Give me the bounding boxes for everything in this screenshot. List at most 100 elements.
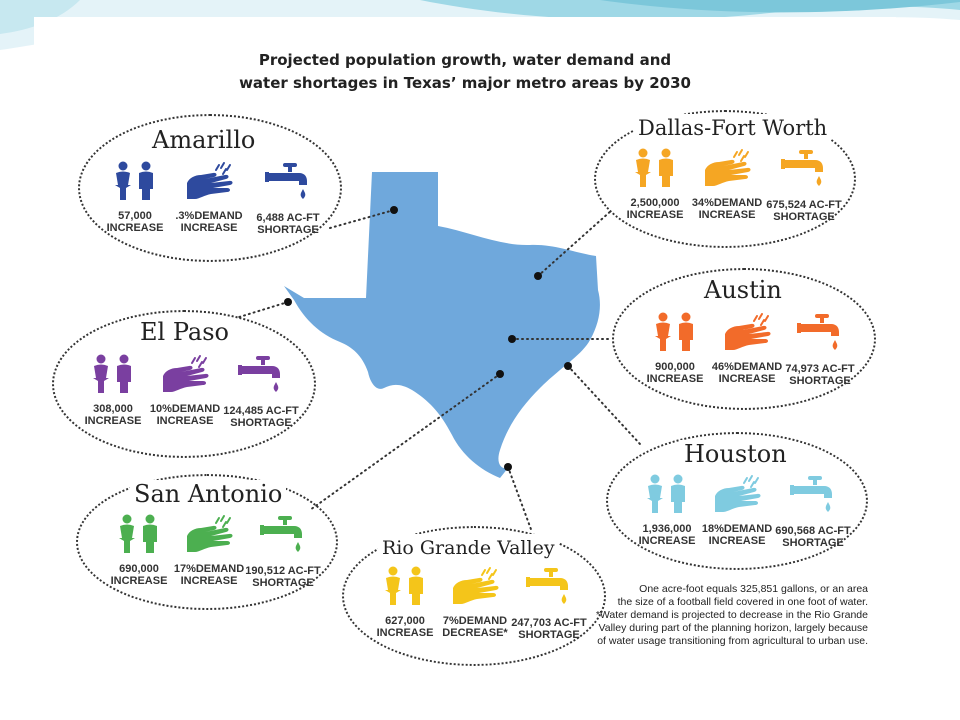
- texas-map-shape: [284, 172, 600, 478]
- demand-value: 34%DEMAND: [691, 197, 763, 209]
- footnote-line: the size of a football field covered in …: [617, 596, 868, 608]
- shortage-value: 190,512 AC-FT: [245, 565, 321, 577]
- connector-lines: [235, 209, 641, 533]
- population-label: INCREASE: [110, 575, 168, 587]
- shortage-label: SHORTAGE: [230, 417, 292, 429]
- shortage-label: SHORTAGE: [252, 577, 314, 589]
- shortage-value: 690,568 AC-FT: [775, 525, 851, 537]
- faucet-icon: [240, 514, 326, 559]
- city-name: San Antonio: [130, 480, 287, 508]
- demand-stat: 34%DEMAND INCREASE: [688, 148, 766, 221]
- demand-stat: 46%DEMAND INCREASE: [708, 312, 786, 385]
- shortage-value: 124,485 AC-FT: [223, 405, 299, 417]
- faucet-icon: [248, 161, 328, 206]
- shortage-stat: 247,703 AC-FT SHORTAGE: [506, 566, 592, 641]
- faucet-icon: [780, 312, 860, 357]
- demand-value: 7%DEMAND: [442, 615, 508, 627]
- population-stat: 690,000 INCREASE: [100, 514, 178, 587]
- population-value: 627,000: [385, 615, 425, 627]
- faucet-icon: [770, 474, 856, 519]
- population-value: 900,000: [655, 361, 695, 373]
- population-value: 57,000: [118, 210, 152, 222]
- region-san-antonio: San Antonio 690,000 INCREASE 17%DEMAND I…: [76, 474, 338, 610]
- water-hand-icon: [146, 354, 224, 397]
- demand-label: INCREASE: [708, 535, 766, 547]
- population-label: INCREASE: [376, 627, 434, 639]
- title-line-2: water shortages in Texas’ major metro ar…: [239, 74, 691, 92]
- demand-stat: 7%DEMAND DECREASE*: [436, 566, 514, 639]
- demand-value: 17%DEMAND: [173, 563, 245, 575]
- footnote-line: of water usage transitioning from agricu…: [597, 635, 868, 647]
- population-label: INCREASE: [646, 373, 704, 385]
- faucet-icon: [218, 354, 304, 399]
- faucet-icon: [762, 148, 846, 193]
- population-label: INCREASE: [84, 415, 142, 427]
- city-name: Austin: [700, 276, 786, 304]
- population-label: INCREASE: [626, 209, 684, 221]
- people-icon: [628, 474, 706, 517]
- dot-san-antonio: [496, 370, 504, 378]
- demand-label: INCREASE: [698, 209, 756, 221]
- demand-label: INCREASE: [180, 222, 238, 234]
- region-ellipse: [76, 474, 338, 610]
- population-stat: 900,000 INCREASE: [636, 312, 714, 385]
- people-icon: [100, 514, 178, 557]
- shortage-label: SHORTAGE: [789, 375, 851, 387]
- dot-austin: [508, 335, 516, 343]
- people-icon: [616, 148, 694, 191]
- shortage-stat: 690,568 AC-FT SHORTAGE: [770, 474, 856, 549]
- demand-stat: 18%DEMAND INCREASE: [698, 474, 776, 547]
- shortage-value: 247,703 AC-FT: [511, 617, 587, 629]
- footnote-line: One acre-foot equals 325,851 gallons, or…: [639, 583, 868, 595]
- footnote: One acre-foot equals 325,851 gallons, or…: [576, 583, 868, 648]
- region-ellipse: [342, 526, 606, 666]
- shortage-stat: 190,512 AC-FT SHORTAGE: [240, 514, 326, 589]
- city-name: Dallas-Fort Worth: [634, 114, 832, 142]
- population-stat: 2,500,000 INCREASE: [616, 148, 694, 221]
- demand-label: DECREASE*: [442, 627, 508, 639]
- shortage-stat: 675,524 AC-FT SHORTAGE: [762, 148, 846, 223]
- region-ellipse: [594, 110, 856, 248]
- footnote-line: *Water demand is projected to decrease i…: [595, 609, 868, 621]
- city-name: El Paso: [136, 318, 233, 346]
- region-ellipse: [606, 432, 868, 570]
- region-austin: Austin 900,000 INCREASE 46%DEMAND INCREA…: [612, 268, 876, 410]
- people-icon: [636, 312, 714, 355]
- region-amarillo: Amarillo 57,000 INCREASE .3%DEMAND INCRE…: [78, 114, 342, 262]
- population-stat: 308,000 INCREASE: [74, 354, 152, 427]
- region-houston: Houston 1,936,000 INCREASE 18%DEMAND INC…: [606, 432, 868, 570]
- population-stat: 1,936,000 INCREASE: [628, 474, 706, 547]
- shortage-stat: 124,485 AC-FT SHORTAGE: [218, 354, 304, 429]
- demand-stat: 17%DEMAND INCREASE: [170, 514, 248, 587]
- dot-el-paso: [284, 298, 292, 306]
- dot-dallas: [534, 272, 542, 280]
- shortage-label: SHORTAGE: [257, 224, 319, 236]
- region-ellipse: [52, 310, 316, 458]
- water-hand-icon: [170, 514, 248, 557]
- city-dots: [284, 206, 572, 471]
- population-label: INCREASE: [106, 222, 164, 234]
- shortage-label: SHORTAGE: [518, 629, 580, 641]
- demand-value: 10%DEMAND: [149, 403, 221, 415]
- population-value: 308,000: [93, 403, 133, 415]
- title-line-1: Projected population growth, water deman…: [258, 51, 672, 69]
- shortage-stat: 74,973 AC-FT SHORTAGE: [780, 312, 860, 387]
- shortage-value: 6,488 AC-FT: [256, 212, 320, 224]
- people-icon: [74, 354, 152, 397]
- demand-label: INCREASE: [718, 373, 776, 385]
- population-value: 690,000: [119, 563, 159, 575]
- demand-label: INCREASE: [156, 415, 214, 427]
- city-name: Rio Grande Valley: [378, 534, 559, 562]
- shortage-label: SHORTAGE: [782, 537, 844, 549]
- population-value: 2,500,000: [630, 197, 680, 209]
- population-label: INCREASE: [638, 535, 696, 547]
- infographic-title: Projected population growth, water deman…: [34, 49, 896, 95]
- people-icon: [96, 161, 174, 204]
- city-name: Amarillo: [148, 126, 260, 154]
- shortage-value: 74,973 AC-FT: [785, 363, 855, 375]
- water-hand-icon: [170, 161, 248, 204]
- population-stat: 627,000 INCREASE: [366, 566, 444, 639]
- water-hand-icon: [708, 312, 786, 355]
- demand-value: 46%DEMAND: [711, 361, 783, 373]
